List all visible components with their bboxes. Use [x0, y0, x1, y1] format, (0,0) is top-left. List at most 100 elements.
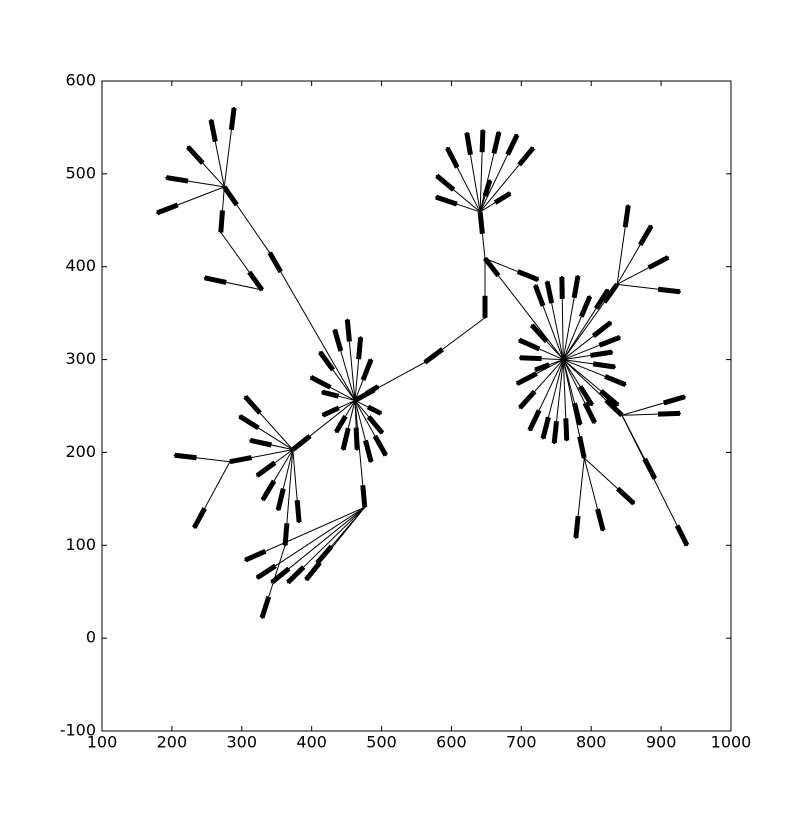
edge-arrow [175, 455, 197, 458]
node [435, 196, 437, 198]
node [287, 581, 289, 583]
y-tick-label: 500 [65, 163, 96, 182]
node [621, 414, 623, 416]
edge-arrow [576, 516, 578, 538]
node [346, 319, 348, 321]
node [277, 509, 279, 511]
node [489, 179, 491, 181]
edge-arrow [590, 352, 612, 355]
node [519, 357, 521, 359]
edge-arrow [566, 418, 567, 440]
node [261, 617, 263, 619]
node [364, 506, 366, 508]
node [424, 361, 426, 363]
y-tick-label: 600 [65, 71, 96, 90]
node [220, 231, 222, 233]
x-tick-label: 200 [157, 733, 188, 752]
node [193, 527, 195, 529]
node [466, 132, 468, 134]
node [484, 257, 486, 259]
edge-arrow [480, 212, 482, 234]
node [546, 281, 548, 283]
node [532, 147, 534, 149]
node [667, 256, 669, 258]
edge-arrow [297, 500, 299, 522]
node [566, 439, 568, 441]
node [165, 177, 167, 179]
node [534, 284, 536, 286]
edge-arrow [658, 289, 680, 292]
node [262, 499, 264, 501]
node [577, 275, 579, 277]
node [614, 366, 616, 368]
node [484, 317, 486, 319]
node [174, 454, 176, 456]
node [381, 432, 383, 434]
node [575, 537, 577, 539]
node [233, 107, 235, 109]
node [249, 439, 251, 441]
y-tick-label: 100 [65, 535, 96, 554]
node [342, 449, 344, 451]
node [519, 407, 521, 409]
node [542, 438, 544, 440]
x-tick-label: 400 [296, 733, 327, 752]
node [482, 129, 484, 131]
x-tick-label: 500 [366, 733, 397, 752]
edge-arrow [593, 364, 615, 367]
node [654, 477, 656, 479]
node [616, 283, 618, 285]
node [684, 396, 686, 398]
node [316, 562, 318, 564]
node [204, 277, 206, 279]
edge-arrow [231, 108, 234, 130]
edge-arrow [166, 178, 188, 181]
edge-arrow [658, 413, 680, 414]
node [256, 475, 258, 477]
node [356, 449, 358, 451]
x-tick-label: 1000 [711, 733, 752, 752]
node [156, 212, 158, 214]
node [594, 422, 596, 424]
edge-arrow [363, 485, 365, 507]
node [516, 134, 518, 136]
edge-arrow [356, 428, 357, 450]
node [591, 404, 593, 406]
node [531, 324, 533, 326]
node [436, 175, 438, 177]
node [380, 412, 382, 414]
node [261, 289, 263, 291]
node [589, 295, 591, 297]
edge-arrow [221, 210, 223, 232]
node [335, 431, 337, 433]
x-tick-label: 900 [646, 733, 677, 752]
node [624, 384, 626, 386]
node [583, 457, 585, 459]
node [360, 336, 362, 338]
node [187, 146, 189, 148]
node [446, 147, 448, 149]
node [284, 544, 286, 546]
node [370, 461, 372, 463]
node [298, 521, 300, 523]
node [627, 204, 629, 206]
node [479, 211, 481, 213]
node [509, 192, 511, 194]
node [292, 449, 294, 451]
node [518, 339, 520, 341]
node [370, 359, 372, 361]
node [686, 544, 688, 546]
edge-arrow [554, 421, 556, 443]
y-tick-label: -100 [60, 721, 96, 740]
node [602, 529, 604, 531]
edge-arrow [520, 358, 542, 359]
node [611, 351, 613, 353]
node [305, 579, 307, 581]
edge-arrow [347, 320, 349, 342]
node [562, 359, 564, 361]
y-tick-label: 200 [65, 442, 96, 461]
node [210, 119, 212, 121]
node [516, 383, 518, 385]
edge-arrow [625, 205, 628, 227]
